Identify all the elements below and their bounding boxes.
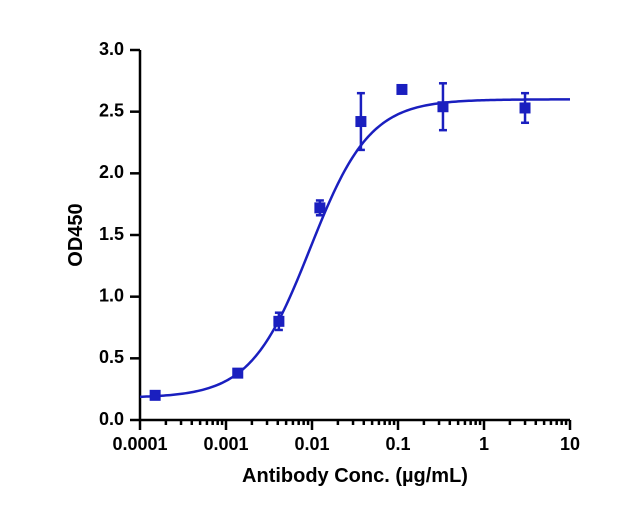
x-tick-label: 1 <box>479 434 489 454</box>
data-marker <box>150 390 160 400</box>
data-marker <box>397 84 407 94</box>
data-marker <box>356 117 366 127</box>
x-tick-label: 0.1 <box>385 434 410 454</box>
x-tick-label: 0.0001 <box>112 434 167 454</box>
y-tick-label: 0.5 <box>99 347 124 367</box>
x-tick-label: 0.01 <box>294 434 329 454</box>
y-tick-label: 0.0 <box>99 409 124 429</box>
x-axis-label: Antibody Conc. (µg/mL) <box>242 465 468 487</box>
x-tick-label: 10 <box>560 434 580 454</box>
data-marker <box>315 203 325 213</box>
data-marker <box>274 316 284 326</box>
y-tick-label: 2.5 <box>99 100 124 120</box>
y-tick-label: 1.0 <box>99 285 124 305</box>
x-tick-label: 0.001 <box>203 434 248 454</box>
data-marker <box>233 368 243 378</box>
y-tick-label: 3.0 <box>99 39 124 59</box>
data-marker <box>520 103 530 113</box>
chart-container: 0.0 0.5 1.0 1.5 2.0 2.5 3.0 0.0001 0.001 0.01 0.1 1… <box>0 0 643 524</box>
dose-response-chart: 0.0 0.5 1.0 1.5 2.0 2.5 3.0 0.0001 0.001 0.01 0.1 1… <box>0 0 643 524</box>
data-marker <box>438 102 448 112</box>
y-axis-label: OD450 <box>65 203 87 266</box>
y-tick-label: 1.5 <box>99 224 124 244</box>
y-tick-label: 2.0 <box>99 162 124 182</box>
